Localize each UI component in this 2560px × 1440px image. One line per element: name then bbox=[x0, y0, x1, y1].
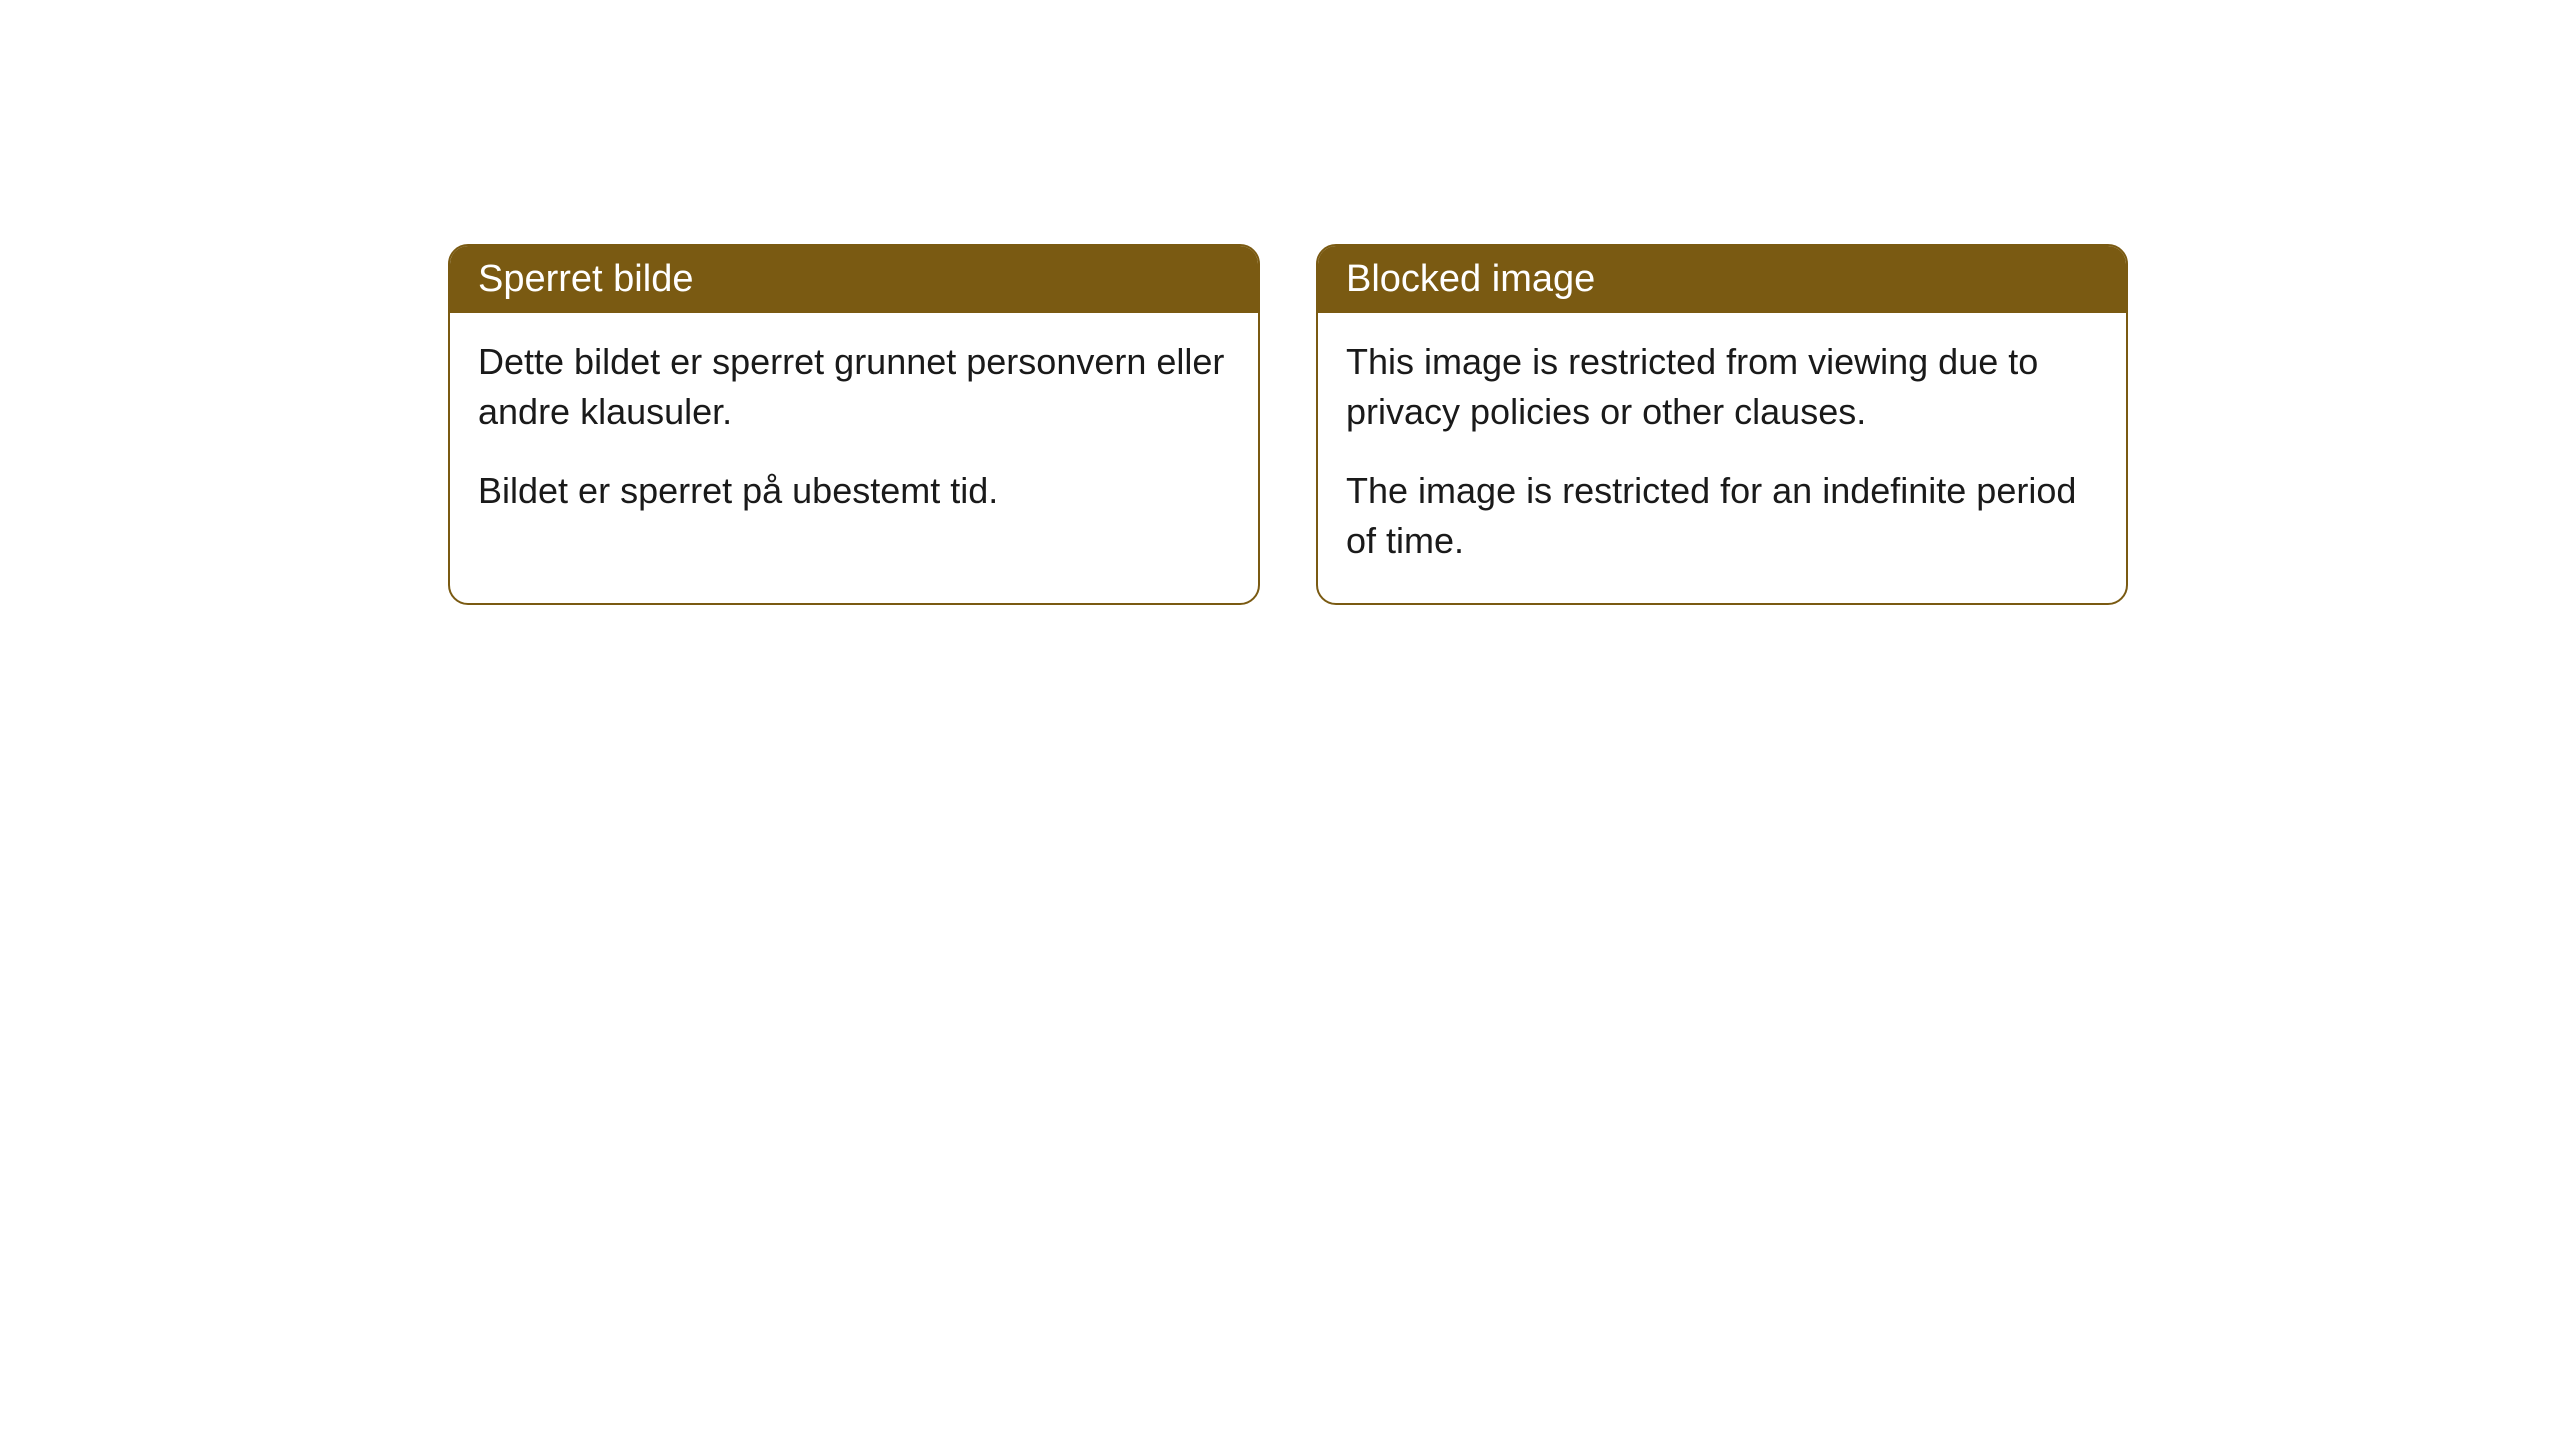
card-paragraph: Bildet er sperret på ubestemt tid. bbox=[478, 466, 1230, 516]
card-header: Sperret bilde bbox=[450, 246, 1258, 313]
card-body: This image is restricted from viewing du… bbox=[1318, 313, 2126, 603]
notice-card-english: Blocked image This image is restricted f… bbox=[1316, 244, 2128, 605]
card-title: Sperret bilde bbox=[478, 258, 693, 300]
card-paragraph: The image is restricted for an indefinit… bbox=[1346, 466, 2098, 567]
card-body: Dette bildet er sperret grunnet personve… bbox=[450, 313, 1258, 552]
card-header: Blocked image bbox=[1318, 246, 2126, 313]
notice-card-norwegian: Sperret bilde Dette bildet er sperret gr… bbox=[448, 244, 1260, 605]
notice-cards-container: Sperret bilde Dette bildet er sperret gr… bbox=[0, 0, 2560, 605]
card-paragraph: This image is restricted from viewing du… bbox=[1346, 337, 2098, 438]
card-title: Blocked image bbox=[1346, 258, 1595, 300]
card-paragraph: Dette bildet er sperret grunnet personve… bbox=[478, 337, 1230, 438]
